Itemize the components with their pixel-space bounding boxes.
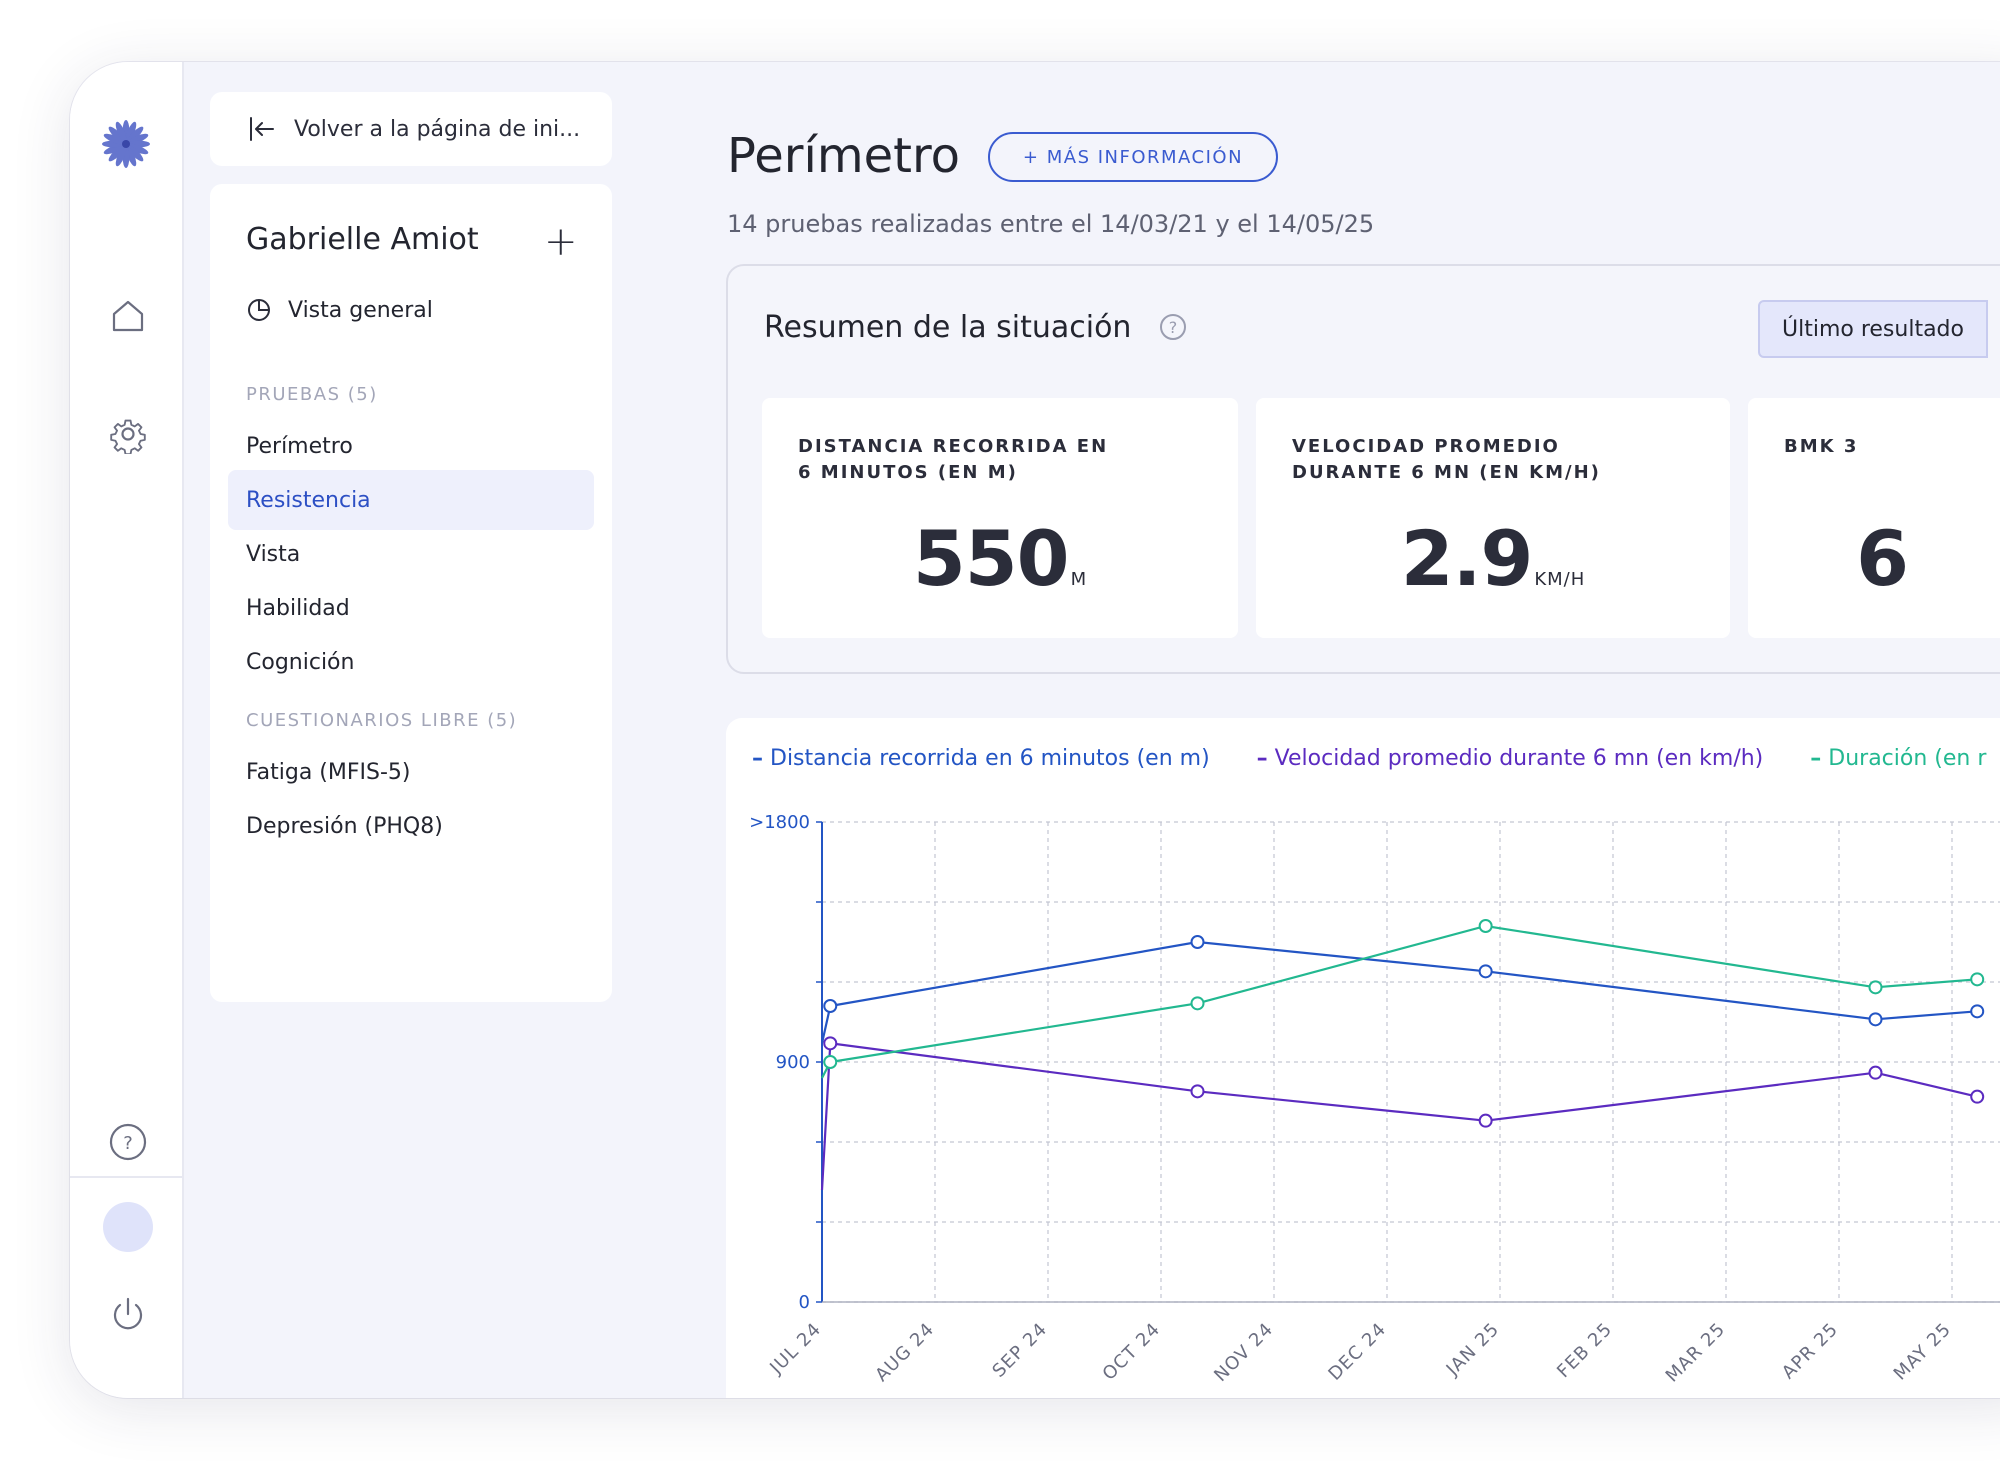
- nav-test-perimetro[interactable]: Perímetro: [246, 433, 353, 459]
- data-point-distance[interactable]: [1970, 1004, 1985, 1019]
- series-line-distance: [820, 940, 1978, 1044]
- metric-value: 6: [1856, 514, 1909, 603]
- x-tick-label: JAN 25: [1442, 1319, 1504, 1381]
- home-icon[interactable]: [108, 296, 148, 336]
- data-point-speed[interactable]: [1868, 1065, 1883, 1080]
- x-tick-label: NOV 24: [1210, 1319, 1277, 1386]
- data-point-duration[interactable]: [1478, 919, 1493, 933]
- help-icon[interactable]: ?: [1160, 314, 1186, 340]
- x-tick-label: SEP 24: [988, 1319, 1051, 1382]
- chart-card: – Distancia recorrida en 6 minutos (en m…: [726, 718, 2000, 1398]
- y-tick-label: 0: [799, 1292, 810, 1313]
- data-point-distance[interactable]: [1868, 1012, 1883, 1027]
- more-info-button[interactable]: + MÁS INFORMACIÓN: [988, 132, 1278, 182]
- series-line-speed: [820, 1042, 1978, 1191]
- data-point-speed[interactable]: [1478, 1113, 1493, 1128]
- legend-item-speed[interactable]: – Velocidad promedio durante 6 mn (en km…: [1256, 746, 1764, 771]
- line-chart: JUL 24 AUG 24 SEP 24 OCT 24 NOV 24 DEC 24 JAN …: [749, 812, 2000, 1387]
- data-point-speed[interactable]: [1970, 1089, 1985, 1104]
- nav-overview[interactable]: Vista general: [228, 280, 594, 340]
- logo-icon: [102, 120, 150, 168]
- y-tick-label: 900: [776, 1052, 810, 1073]
- data-point-distance[interactable]: [1190, 935, 1205, 949]
- nav-test-habilidad[interactable]: Habilidad: [246, 595, 350, 621]
- metric-card-bmk3: BMK 3 6: [1748, 398, 2000, 638]
- data-point-speed[interactable]: [1190, 1084, 1205, 1099]
- pie-chart-icon: [248, 299, 270, 321]
- data-point-distance[interactable]: [1478, 964, 1493, 979]
- app-frame: ? Volver a la página de ini... Gabrielle…: [70, 62, 2000, 1398]
- metric-label: DISTANCIA RECORRIDA EN 6 MINUTOS (EN M): [798, 436, 1109, 483]
- nav-overview-label: Vista general: [288, 297, 433, 323]
- page-title: Perímetro: [727, 128, 960, 184]
- data-point-duration[interactable]: [823, 1055, 838, 1069]
- x-tick-label: JUL 24: [765, 1319, 825, 1379]
- rail-divider: [70, 1176, 182, 1178]
- metric-card-distance: DISTANCIA RECORRIDA EN 6 MINUTOS (EN M) …: [762, 398, 1238, 638]
- data-point-duration[interactable]: [1190, 996, 1205, 1011]
- metric-label: VELOCIDAD PROMEDIO DURANTE 6 MN (EN KM/H…: [1292, 436, 1601, 483]
- nav-questionnaire-fatiga[interactable]: Fatiga (MFIS-5): [246, 759, 411, 785]
- tests-section-header: PRUEBAS (5): [246, 384, 378, 405]
- x-tick-label: DEC 24: [1324, 1319, 1390, 1385]
- data-point-distance[interactable]: [823, 999, 838, 1013]
- x-tick-label: MAY 25: [1890, 1319, 1956, 1385]
- x-tick-label: AUG 24: [871, 1319, 938, 1386]
- patient-name: Gabrielle Amiot: [246, 222, 479, 257]
- legend-item-distance[interactable]: – Distancia recorrida en 6 minutos (en m…: [752, 746, 1210, 771]
- add-button[interactable]: +: [544, 219, 578, 265]
- data-point-duration[interactable]: [1868, 980, 1883, 995]
- user-avatar[interactable]: [103, 1202, 153, 1252]
- chart-legend: – Distancia recorrida en 6 minutos (en m…: [752, 746, 2000, 771]
- x-tick-label: OCT 24: [1099, 1319, 1165, 1385]
- metric-card-speed: VELOCIDAD PROMEDIO DURANTE 6 MN (EN KM/H…: [1256, 398, 1730, 638]
- y-tick-label: >1800: [749, 812, 810, 833]
- x-tick-label: FEB 25: [1553, 1319, 1616, 1382]
- metric-value: 550 M: [912, 514, 1088, 603]
- data-point-speed[interactable]: [823, 1036, 838, 1051]
- settings-gear-icon[interactable]: [108, 414, 148, 454]
- nav-test-cognicion[interactable]: Cognición: [246, 649, 355, 675]
- svg-text:?: ?: [123, 1133, 133, 1154]
- x-tick-label: APR 25: [1778, 1319, 1843, 1384]
- latest-result-toggle[interactable]: Último resultado: [1758, 300, 1988, 358]
- help-icon[interactable]: ?: [108, 1122, 148, 1162]
- tests-summary-subtitle: 14 pruebas realizadas entre el 14/03/21 …: [727, 210, 1375, 238]
- power-icon[interactable]: [108, 1294, 148, 1334]
- series-line-duration: [821, 924, 1978, 1079]
- back-label: Volver a la página de ini...: [294, 116, 581, 142]
- questionnaires-section-header: CUESTIONARIOS LIBRE (5): [246, 710, 518, 731]
- back-to-home-button[interactable]: Volver a la página de ini...: [210, 92, 612, 166]
- patient-nav-panel: Gabrielle Amiot + Vista general PRUEBAS …: [210, 184, 612, 1002]
- metric-value: 2.9 KM/H: [1400, 514, 1586, 603]
- legend-item-duration[interactable]: – Duración (en r: [1810, 746, 1987, 771]
- summary-title: Resumen de la situación: [764, 310, 1132, 345]
- nav-test-resistencia[interactable]: Resistencia: [228, 470, 594, 530]
- nav-test-vista[interactable]: Vista: [246, 541, 301, 567]
- data-point-duration[interactable]: [1970, 972, 1985, 987]
- nav-questionnaire-depresion[interactable]: Depresión (PHQ8): [246, 813, 443, 839]
- x-tick-label: MAR 25: [1662, 1319, 1730, 1387]
- situation-summary-panel: Resumen de la situación ? Último resulta…: [726, 264, 2000, 674]
- icon-rail: ?: [70, 62, 184, 1398]
- exit-arrow-icon: [250, 117, 274, 141]
- metric-label: BMK 3: [1784, 436, 1859, 457]
